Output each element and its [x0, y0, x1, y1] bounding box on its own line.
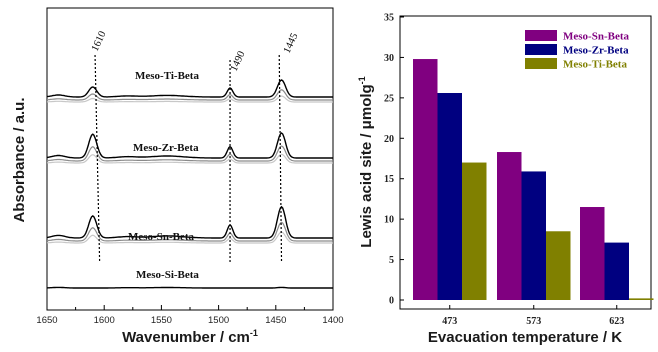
- bar-y-tick-label: 25: [384, 93, 394, 104]
- bar-y-tick-label: 5: [389, 255, 394, 266]
- bar: [580, 207, 605, 300]
- legend-label: Meso-Ti-Beta: [563, 59, 627, 71]
- spectra-curves: [46, 79, 333, 289]
- spectra-sample-labels: Meso-Ti-Beta Meso-Zr-Beta Meso-Sn-Beta Meso…: [128, 70, 199, 281]
- bar: [413, 59, 438, 300]
- spectra-panel: 1650 1600 1550 1500 1450 1400 Meso-Ti-BetaMes…: [11, 7, 344, 346]
- bar: [437, 93, 462, 301]
- spectra-x-tick-label: 1400: [322, 315, 343, 326]
- bar-legend: Meso-Sn-Beta Meso-Zr-Beta Meso-Ti-Beta: [525, 30, 629, 71]
- spectrum-line: [46, 95, 333, 103]
- spectra-x-tick-label: 1550: [151, 315, 172, 326]
- legend-swatch: [525, 30, 557, 41]
- bar: [462, 162, 487, 300]
- legend-swatch: [525, 44, 557, 55]
- legend-label: Meso-Sn-Beta: [563, 31, 629, 43]
- spectra-x-tick-label: 1650: [36, 315, 57, 326]
- peak-guide-line: [278, 54, 283, 263]
- bar-y-tick-label: 35: [384, 13, 394, 24]
- spectra-x-ticks: 1650 1600 1550 1500 1450 1400: [36, 305, 344, 326]
- spectra-x-tick-label: 1450: [265, 315, 286, 326]
- bar-x-axis-title: Evacuation temperature / K: [428, 329, 622, 346]
- spectra-x-axis-title: Wavenumber / cm-1: [122, 328, 258, 346]
- bar-y-tick-label: 20: [384, 134, 394, 145]
- bar: [521, 171, 546, 300]
- bar-x-tick-label: 473: [442, 316, 457, 327]
- bar-y-tick-label: 15: [384, 174, 394, 185]
- bar-plot-frame: [399, 15, 652, 310]
- bar-y-tick-label: 10: [384, 215, 394, 226]
- spectrum-line: [46, 132, 333, 159]
- bar-y-tick-label: 0: [389, 296, 394, 307]
- bar: [604, 242, 629, 300]
- sample-label: Meso-Sn-Beta: [128, 231, 194, 243]
- bar-x-tick-label: 573: [526, 316, 541, 327]
- spectrum-line: [46, 231, 333, 244]
- bar-x-tick-label: 623: [609, 316, 624, 327]
- sample-label: Meso-Si-Beta: [136, 269, 199, 281]
- spectra-x-tick-label: 1500: [208, 315, 229, 326]
- spectrum-line: [46, 145, 333, 162]
- bar-y-ticks: 0 5 10 15 20 25 30 35: [384, 13, 404, 307]
- peak-guide-lines: [94, 54, 283, 263]
- spectrum-line: [46, 79, 333, 98]
- legend-label: Meso-Zr-Beta: [563, 45, 629, 57]
- bar-y-tick-label: 30: [384, 53, 394, 64]
- peak-label: 1610: [90, 30, 109, 54]
- sample-label: Meso-Zr-Beta: [133, 142, 199, 154]
- bar: [497, 152, 522, 300]
- peak-label: 1445: [282, 32, 301, 56]
- bar: [546, 231, 571, 300]
- spectra-x-tick-label: 1600: [94, 315, 115, 326]
- spectra-peak-labels: 1610 1490 1445: [90, 30, 301, 74]
- bar: [629, 298, 654, 300]
- bar-y-axis-title: Lewis acid site / μmolg-1: [357, 76, 375, 247]
- spectrum-line: [47, 153, 333, 164]
- spectra-y-axis-title: Absorbance / a.u.: [11, 97, 28, 222]
- bar-marks: [413, 59, 654, 301]
- spectrum-line: [46, 205, 333, 239]
- sample-label: Meso-Ti-Beta: [135, 70, 199, 82]
- bar-x-ticks: 473 573 623: [442, 305, 624, 327]
- peak-guide-line: [94, 54, 101, 263]
- legend-swatch: [525, 58, 557, 69]
- peak-label: 1490: [229, 50, 248, 74]
- spectrum-line: [46, 286, 333, 289]
- spectrum-line: [47, 89, 333, 101]
- spectrum-line: [46, 221, 333, 242]
